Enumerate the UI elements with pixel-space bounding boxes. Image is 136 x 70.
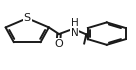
Text: H
N: H N bbox=[71, 18, 78, 38]
Text: O: O bbox=[54, 39, 63, 49]
Text: S: S bbox=[24, 13, 31, 23]
